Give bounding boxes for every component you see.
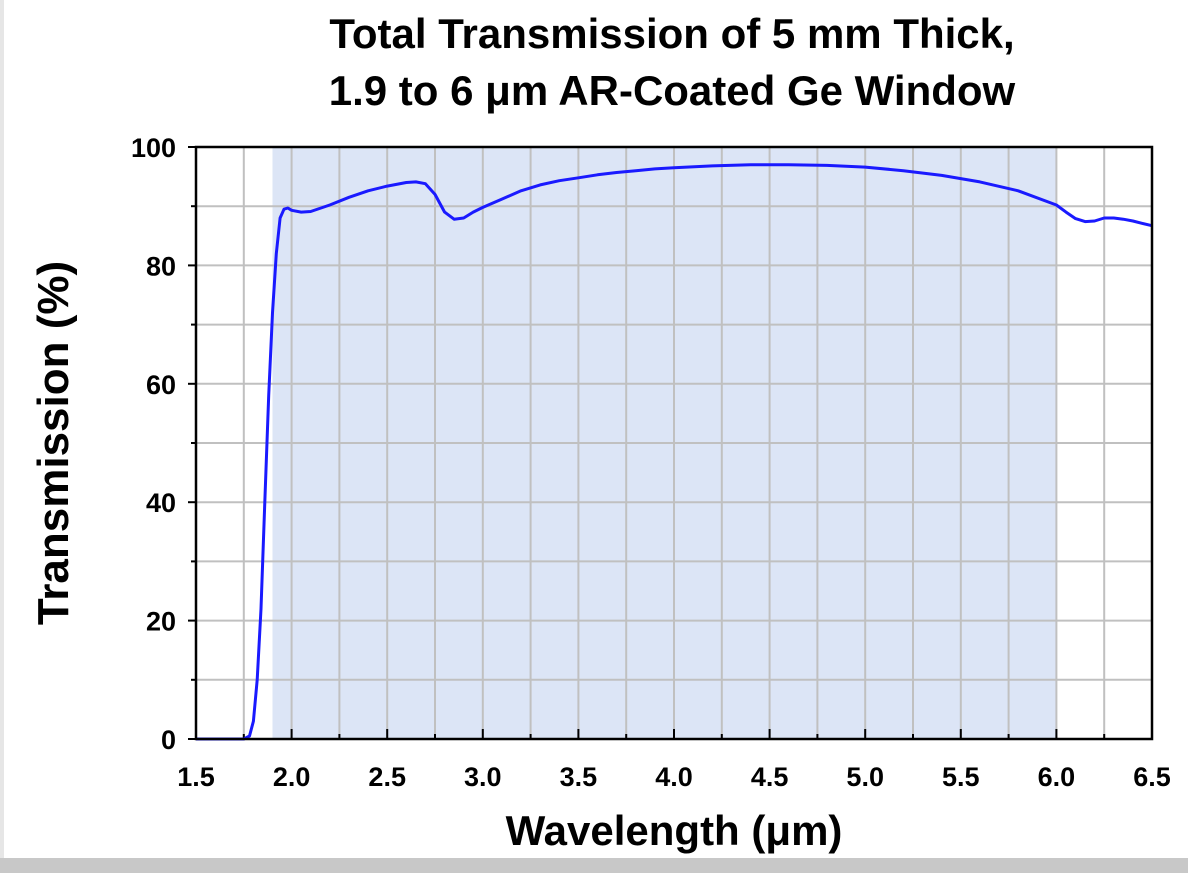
chart-title-line: 1.9 to 6 μm AR-Coated Ge Window xyxy=(329,67,1016,114)
x-tick-label: 5.5 xyxy=(942,762,980,792)
y-tick-label: 100 xyxy=(131,133,176,163)
left-edge-strip xyxy=(0,0,4,858)
y-tick-label: 80 xyxy=(146,251,176,281)
x-tick-label: 2.0 xyxy=(273,762,311,792)
x-tick-labels: 1.5 2.0 2.5 3.0 3.5 4.0 4.5 5.0 5.5 6.0 6.5 xyxy=(177,762,1171,792)
transmission-line xyxy=(196,163,1153,741)
y-tick-label: 0 xyxy=(161,725,176,755)
x-tick-label: 4.5 xyxy=(751,762,789,792)
y-tick-label: 60 xyxy=(146,370,176,400)
x-tick-label: 4.0 xyxy=(655,762,693,792)
x-tick-label: 3.0 xyxy=(464,762,502,792)
x-tick-label: 6.5 xyxy=(1133,762,1171,792)
x-tick-label: 6.0 xyxy=(1038,762,1076,792)
x-axis-label: Wavelength (μm) xyxy=(506,807,843,854)
x-tick-label: 1.5 xyxy=(177,762,215,792)
y-tick-labels: 0 20 40 60 80 100 xyxy=(131,133,176,755)
plot-frame xyxy=(194,145,1154,741)
chart-title-line: Total Transmission of 5 mm Thick, xyxy=(329,10,1014,57)
x-tick-label: 2.5 xyxy=(368,762,406,792)
y-tick-label: 40 xyxy=(146,488,176,518)
x-tick-label: 5.0 xyxy=(846,762,884,792)
chart-title: Total Transmission of 5 mm Thick, 1.9 to … xyxy=(329,10,1016,114)
y-tick-label: 20 xyxy=(146,607,176,637)
footer-bar xyxy=(0,858,1188,873)
x-tick-label: 3.5 xyxy=(560,762,598,792)
grid-lines xyxy=(196,147,1152,739)
y-axis-label: Transmission (%) xyxy=(29,261,78,625)
